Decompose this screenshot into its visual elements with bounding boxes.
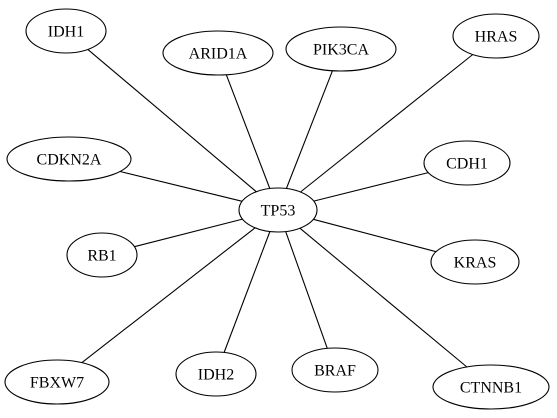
edge-tp53-rb1 [134,218,243,248]
node-label: RB1 [87,248,116,265]
node-cdkn2a: CDKN2A [6,136,132,182]
edge-layer [81,48,474,368]
node-ellipse [430,239,520,285]
node-label: CTNNB1 [460,380,522,397]
node-idh1: IDH1 [25,8,107,54]
node-ctnnb1: CTNNB1 [432,364,550,410]
node-kras: KRAS [430,239,520,285]
node-ellipse [4,359,110,405]
node-rb1: RB1 [66,232,138,278]
edge-tp53-arid1a [225,74,271,189]
node-label: ARID1A [189,46,248,63]
node-ellipse [175,351,257,397]
node-label: FBXW7 [30,375,84,392]
node-hras: HRAS [452,13,540,59]
edge-tp53-kras [313,218,437,253]
edge-tp53-braf [285,231,328,349]
edge-tp53-idh1 [87,48,257,193]
node-label: CDKN2A [37,152,102,169]
node-ellipse [423,140,511,186]
node-ellipse [6,136,132,182]
edge-tp53-ctnnb1 [299,227,468,368]
node-label: PIK3CA [313,42,369,59]
node-braf: BRAF [291,347,379,393]
node-label: IDH2 [198,367,234,384]
node-label: CDH1 [446,156,488,173]
node-cdh1: CDH1 [423,140,511,186]
node-pik3ca: PIK3CA [285,26,397,72]
node-ellipse [162,30,274,76]
node-ellipse [285,26,397,72]
node-ellipse [291,347,379,393]
node-label: IDH1 [48,24,84,41]
node-label: KRAS [454,255,497,272]
edge-tp53-cdh1 [313,172,429,202]
node-label: HRAS [475,29,518,46]
node-label: BRAF [314,363,356,380]
edge-tp53-idh2 [223,231,271,353]
node-ellipse [238,187,318,233]
node-tp53: TP53 [238,187,318,233]
edge-tp53-cdkn2a [119,170,243,202]
node-arid1a: ARID1A [162,30,274,76]
node-ellipse [432,364,550,410]
node-idh2: IDH2 [175,351,257,397]
node-label: TP53 [261,203,296,220]
edge-tp53-fbxw7 [81,227,256,364]
node-ellipse [25,8,107,54]
edge-tp53-hras [300,54,474,193]
node-fbxw7: FBXW7 [4,359,110,405]
node-layer: TP53 IDH1 ARID1A PIK3CA HRAS CDKN2A CDH1 RB1 KRA… [4,8,550,410]
edge-tp53-pik3ca [285,70,334,189]
node-ellipse [66,232,138,278]
node-ellipse [452,13,540,59]
